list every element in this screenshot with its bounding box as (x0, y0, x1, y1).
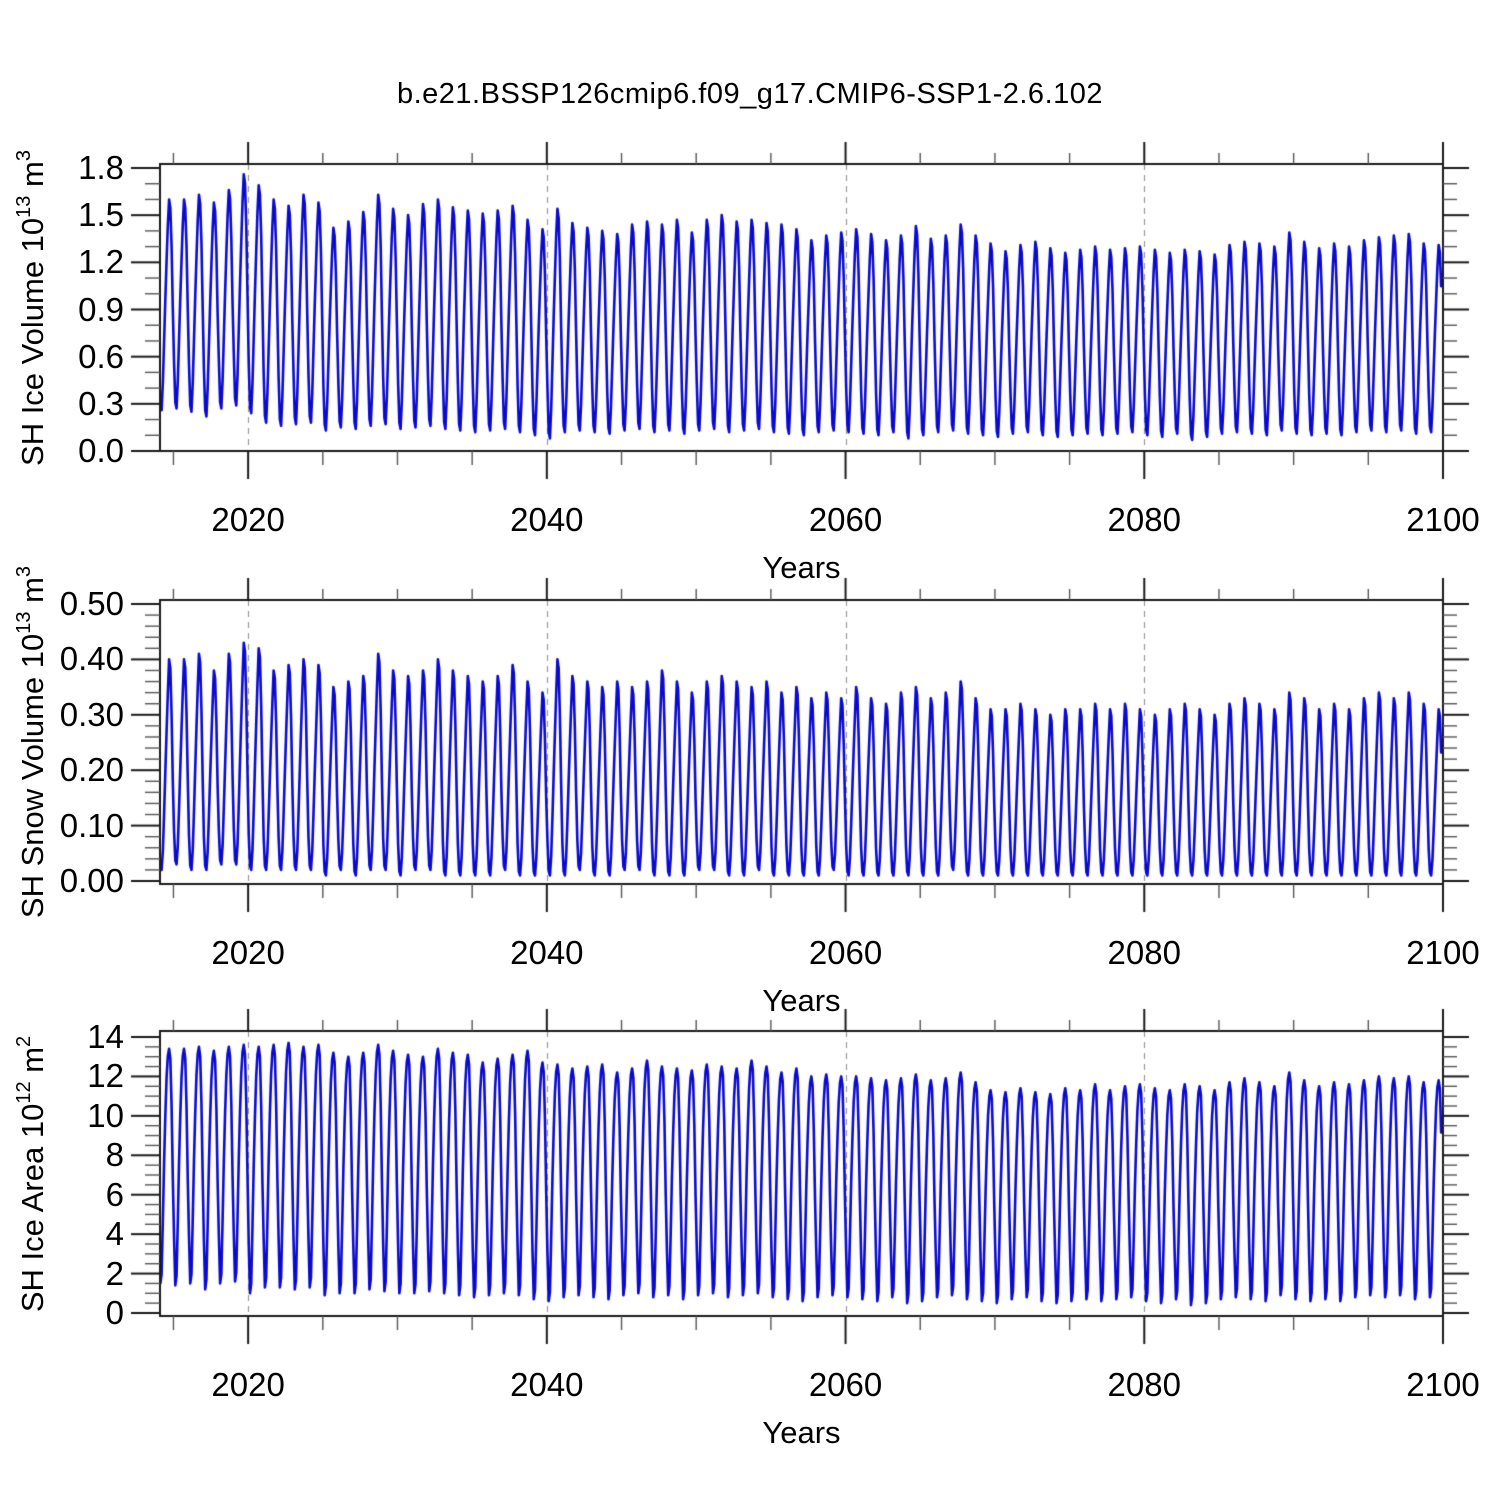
y-axis-title-superscript: 12 (13, 1080, 35, 1104)
x-axis-title: Years (762, 983, 841, 1018)
x-axis-title: Years (762, 550, 841, 585)
x-tick-label: 2020 (211, 934, 285, 971)
x-tick-label: 2060 (808, 501, 883, 538)
x-tick-label: 2100 (1406, 501, 1480, 538)
y-tick-label: 1.8 (78, 149, 124, 186)
y-tick-label: 0 (105, 1294, 124, 1331)
x-tick-label: 2100 (1406, 1366, 1480, 1403)
y-tick-label: 1.5 (78, 196, 124, 234)
x-tick-label: 2020 (211, 501, 285, 538)
chart-title: b.e21.BSSP126cmip6.f09_g17.CMIP6-SSP1-2.… (396, 78, 1104, 110)
y-axis-title-superscript: 13 (13, 611, 35, 634)
y-tick-label: 0.40 (59, 640, 124, 678)
y-tick-label: 2 (105, 1254, 124, 1292)
y-axis-title-text: SH Ice Area 10 (15, 1103, 50, 1312)
y-tick-label: 0.3 (78, 384, 124, 422)
y-tick-label: 4 (105, 1215, 124, 1253)
y-tick-label: 10 (87, 1096, 124, 1134)
y-axis-title-text: SH Ice Volume 10 (15, 217, 50, 466)
y-tick-label: 0.20 (59, 751, 124, 789)
x-tick-label: 2080 (1107, 934, 1181, 971)
y-axis-title-text: m (15, 577, 50, 612)
x-tick-label: 2040 (510, 934, 584, 971)
y-tick-label: 0.50 (59, 585, 124, 622)
x-tick-label: 2020 (211, 1366, 285, 1403)
y-axis-title: SH Ice Area 1012 m2 (11, 894, 55, 1454)
x-tick-label: 2100 (1406, 934, 1480, 971)
y-tick-label: 0.0 (78, 432, 124, 469)
y-tick-label: 12 (87, 1057, 124, 1095)
x-tick-label: 2040 (510, 501, 584, 538)
y-tick-label: 1.2 (78, 243, 124, 281)
y-axis-title-superscript: 2 (13, 1035, 35, 1047)
y-tick-label: 6 (105, 1175, 124, 1213)
y-axis-title-text: m (15, 1046, 50, 1081)
y-tick-label: 0.6 (78, 337, 124, 375)
x-tick-label: 2040 (510, 1366, 584, 1403)
y-tick-label: 0.9 (78, 290, 124, 328)
x-tick-label: 2080 (1107, 1366, 1181, 1403)
y-axis-title-text: SH Snow Volume 10 (15, 633, 50, 919)
y-tick-label: 0.00 (59, 862, 124, 899)
y-tick-label: 0.30 (59, 695, 124, 733)
y-tick-label: 0.10 (59, 806, 124, 844)
y-axis-title-superscript: 13 (13, 195, 35, 218)
y-axis-title-superscript: 3 (13, 565, 35, 578)
x-tick-label: 2060 (808, 1366, 883, 1403)
x-tick-label: 2060 (808, 934, 883, 971)
y-axis-title-superscript: 3 (13, 149, 35, 161)
x-tick-label: 2080 (1107, 501, 1181, 538)
x-axis-title: Years (762, 1415, 841, 1450)
y-axis-title-text: m (15, 160, 50, 196)
y-tick-label: 8 (105, 1136, 124, 1174)
y-tick-label: 14 (87, 1018, 124, 1055)
